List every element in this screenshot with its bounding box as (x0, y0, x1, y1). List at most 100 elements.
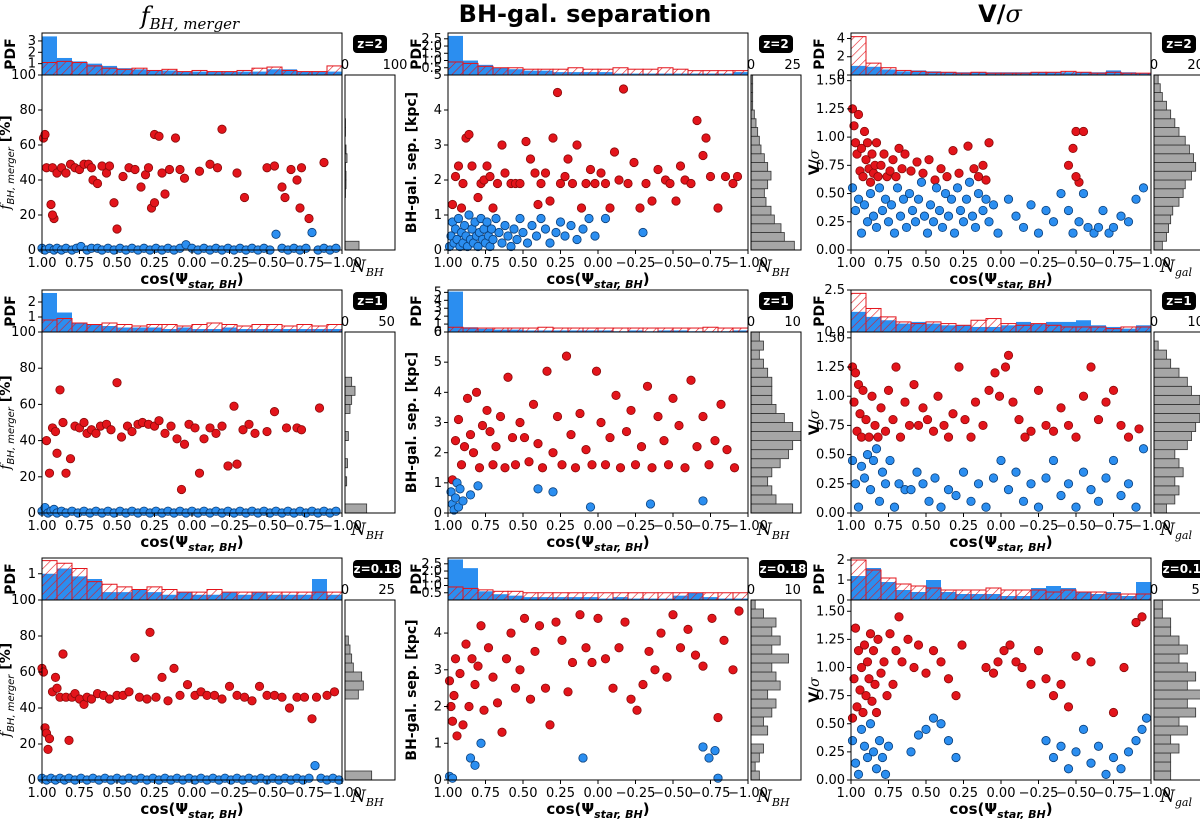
red-point (488, 672, 498, 682)
pdf-red-bar (850, 36, 867, 76)
red-point (510, 683, 521, 693)
red-point (895, 432, 906, 442)
red-point (1086, 657, 1096, 667)
red-point (112, 378, 122, 388)
pdf-red-bar (236, 325, 253, 333)
blue-point (698, 742, 708, 752)
pdf-red-bar (477, 65, 494, 76)
red-point (1048, 426, 1059, 436)
side-hist-bar (1153, 214, 1172, 225)
pdf-red-bar (612, 327, 629, 333)
pdf-axis-label: PDF (812, 295, 828, 326)
panel-fmerger-z2: 123 PDF z=2 0 100 0 20 40 60 80 100 1.00 0.75 0.50 0.2… (0, 32, 407, 291)
pdf-red-bar (732, 327, 749, 333)
side-axes-frame (750, 74, 802, 251)
pdf-red-bar (612, 592, 629, 601)
blue-point (886, 200, 897, 210)
side-hist-bar (1153, 109, 1172, 120)
blue-point (877, 205, 888, 216)
red-point (867, 696, 877, 706)
blue-point (446, 487, 456, 497)
red-point (605, 432, 615, 443)
red-point (585, 164, 596, 175)
red-point (525, 154, 536, 164)
red-point (1071, 651, 1081, 661)
side-hist-bar (750, 662, 773, 673)
blue-point (943, 485, 954, 495)
blue-point (447, 773, 458, 783)
pdf-red-bar (1075, 326, 1092, 333)
red-point (277, 692, 287, 702)
red-point (540, 168, 551, 178)
red-point (175, 164, 185, 175)
red-point (296, 163, 307, 173)
blue-point (1116, 211, 1126, 221)
side-hist-bar (1153, 440, 1188, 451)
blue-point (710, 746, 720, 756)
side-hist-bar (750, 716, 764, 727)
side-hist-bar (1153, 127, 1180, 137)
pdf-red-bar (732, 592, 749, 601)
red-point (545, 196, 555, 206)
x-tick-label: 0.00 (584, 519, 613, 534)
red-point (943, 674, 954, 684)
red-point (847, 713, 858, 723)
pdf-red-bar (672, 68, 689, 76)
x-tick-label: 0.50 (103, 519, 132, 534)
red-point (319, 157, 329, 168)
red-point (456, 203, 467, 213)
side-hist-bar (1153, 653, 1180, 664)
pdf-red-bar (1120, 593, 1137, 601)
red-point (537, 463, 548, 473)
y-tick-label: 0 (28, 506, 36, 521)
red-point (868, 646, 879, 656)
pdf-red-bar (221, 591, 238, 601)
red-point (1000, 362, 1011, 372)
redshift-tag: z=1 (1162, 292, 1196, 310)
red-point (668, 393, 678, 403)
pdf-red-bar (1015, 324, 1032, 333)
x-axis-label: cos(Ψstar, BH) (140, 533, 243, 554)
blue-point (1131, 194, 1141, 204)
x-tick-label: 0.00 (178, 786, 207, 801)
pdf-red-bar (657, 327, 674, 333)
red-point (50, 426, 61, 437)
red-point (729, 463, 740, 473)
pdf-axis-label: PDF (409, 563, 425, 594)
red-point (623, 178, 633, 189)
pdf-red-bar (925, 321, 942, 333)
y-tick-label: 40 (19, 173, 36, 188)
pdf-red-bar (71, 568, 88, 601)
x-tick-label: 0.75 (874, 519, 903, 534)
x-tick-label: 1.00 (837, 256, 866, 271)
red-point (500, 463, 510, 473)
pdf-red-bar (895, 583, 912, 601)
pdf-red-bar (41, 62, 58, 76)
blue-point (1116, 764, 1126, 774)
blue-point (1041, 736, 1051, 746)
red-point (880, 426, 891, 436)
red-point (311, 692, 322, 702)
side-hist-bar (750, 770, 760, 781)
blue-point (964, 177, 975, 187)
red-point (876, 160, 886, 170)
pdf-red-bar (672, 327, 689, 333)
blue-point (1101, 473, 1111, 483)
red-point (145, 627, 155, 638)
pdf-red-bar (1060, 589, 1077, 601)
x-tick-label: 1.00 (434, 256, 463, 271)
x-tick-label: 0.25 (140, 519, 169, 534)
x-tick-label: 0.75 (471, 519, 500, 534)
pdf-red-bar (642, 327, 659, 333)
blue-point (533, 484, 543, 494)
blue-point (847, 455, 858, 466)
blue-point (871, 222, 882, 233)
pdf-red-bar (492, 590, 509, 601)
red-point (488, 460, 498, 470)
y-tick-label: 40 (19, 434, 36, 449)
blue-point (1098, 205, 1108, 216)
red-point (888, 414, 898, 425)
red-point (867, 391, 877, 401)
pdf-red-bar (266, 591, 283, 601)
